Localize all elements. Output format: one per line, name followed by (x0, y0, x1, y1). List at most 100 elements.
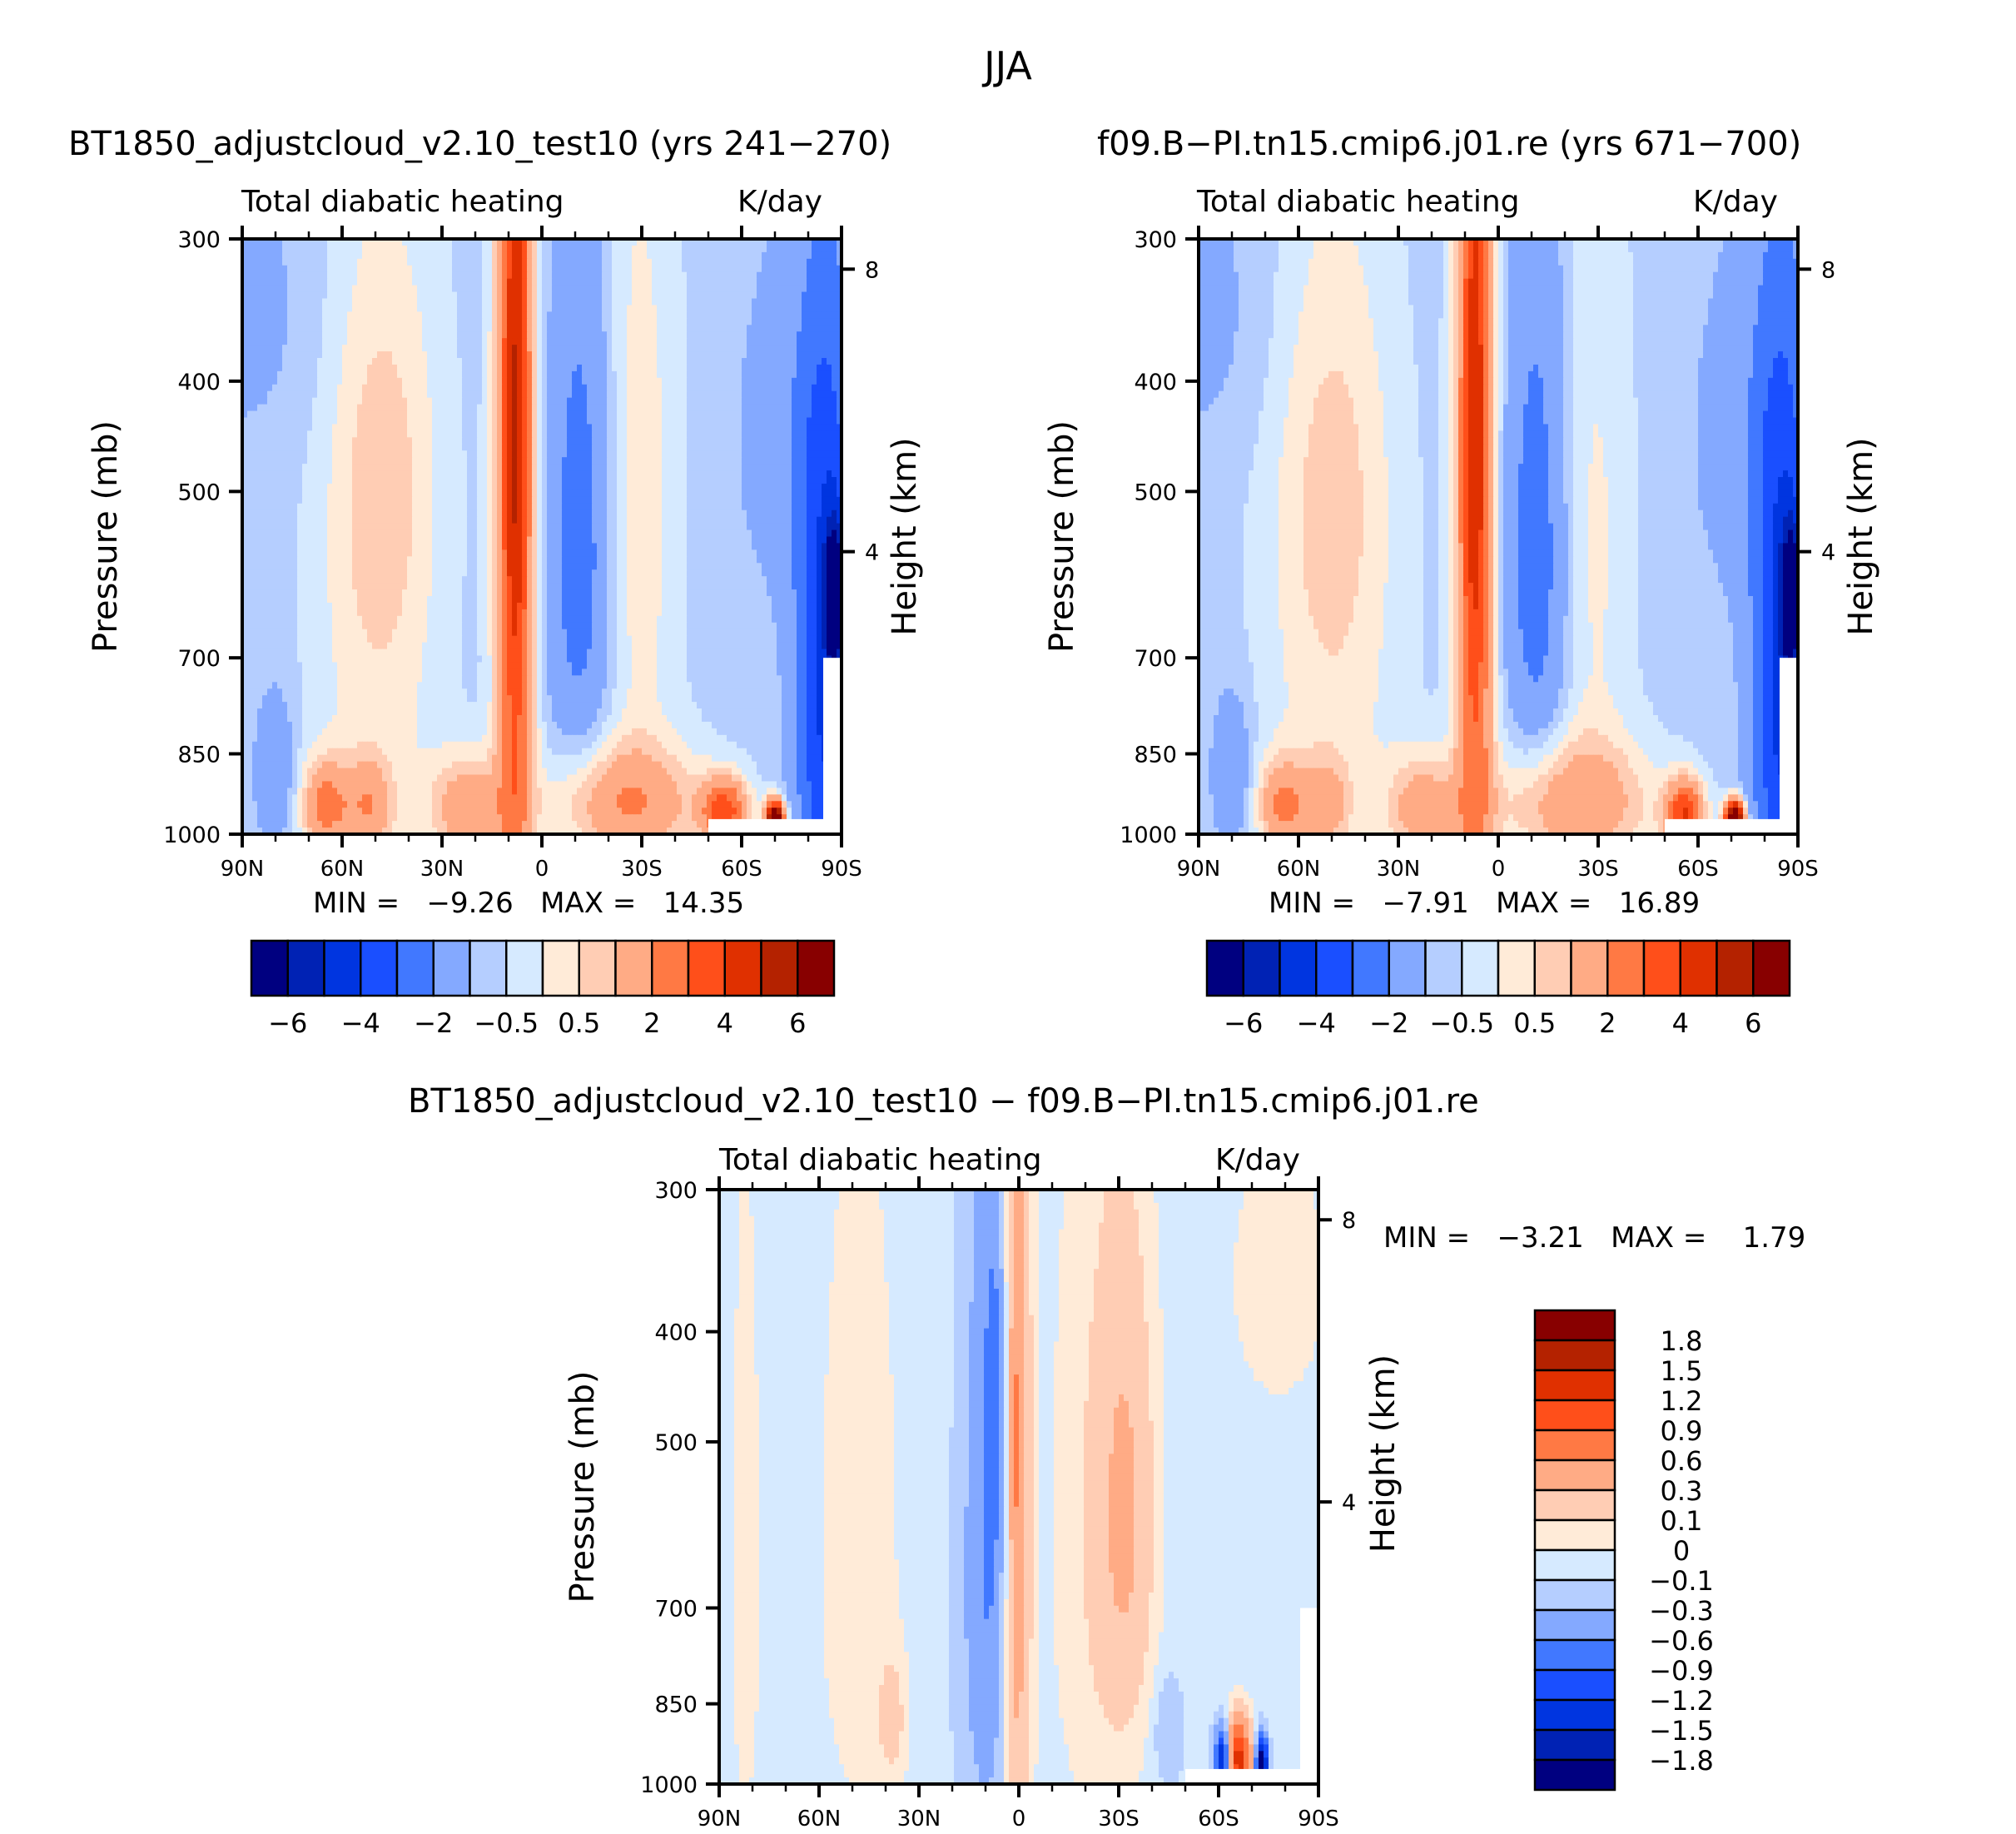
contour-cell (512, 272, 518, 280)
contour-cell (477, 292, 483, 300)
contour-cell (832, 351, 837, 359)
contour-cell (422, 311, 428, 319)
contour-cell (437, 266, 443, 273)
contour-cell (577, 338, 583, 345)
contour-cell (317, 299, 323, 306)
contour-cell (437, 286, 443, 293)
contour-cell (647, 457, 653, 465)
contour-cell (612, 391, 618, 399)
contour-cell (577, 325, 583, 332)
contour-cell (532, 279, 538, 286)
contour-cell (787, 504, 792, 511)
contour-cell (797, 391, 802, 399)
contour-cell (447, 490, 453, 498)
contour-cell (757, 292, 762, 300)
contour-cell (732, 252, 737, 260)
contour-cell (312, 484, 318, 491)
contour-cell (517, 484, 523, 491)
contour-cell (712, 484, 718, 491)
contour-cell (637, 365, 643, 372)
contour-cell (442, 437, 448, 445)
contour-cell (617, 385, 623, 392)
contour-cell (832, 371, 837, 379)
contour-cell (632, 477, 638, 485)
contour-cell (687, 266, 693, 273)
contour-cell (792, 497, 797, 504)
contour-cell (547, 457, 553, 465)
contour-cell (337, 411, 343, 419)
contour-cell (502, 424, 508, 431)
contour-cell (787, 418, 792, 425)
contour-cell (377, 437, 383, 445)
contour-cell (677, 424, 683, 431)
contour-cell (732, 286, 737, 293)
contour-cell (402, 510, 408, 518)
contour-cell (302, 457, 308, 465)
contour-cell (602, 398, 608, 405)
contour-cell (517, 286, 523, 293)
contour-cell (652, 272, 658, 280)
contour-cell (472, 411, 478, 419)
contour-cell (747, 305, 752, 312)
contour-cell (577, 318, 583, 326)
contour-cell (317, 292, 323, 300)
contour-cell (612, 358, 618, 365)
contour-cell (822, 504, 827, 511)
contour-cell (342, 385, 348, 392)
contour-cell (562, 311, 568, 319)
contour-cell (567, 345, 573, 352)
contour-cell (447, 398, 453, 405)
contour-cell (292, 510, 298, 518)
contour-cell (282, 252, 288, 260)
contour-cell (417, 325, 423, 332)
contour-cell (647, 246, 653, 253)
contour-cell (347, 338, 353, 345)
contour-cell (747, 385, 752, 392)
contour-cell (392, 272, 398, 280)
contour-cell (642, 299, 648, 306)
contour-cell (657, 365, 663, 372)
contour-cell (462, 424, 468, 431)
contour-cell (467, 305, 473, 312)
contour-cell (527, 292, 533, 300)
contour-cell (732, 490, 737, 498)
contour-cell (467, 405, 473, 412)
contour-cell (442, 497, 448, 504)
contour-cell (522, 246, 528, 253)
contour-cell (327, 325, 333, 332)
contour-cell (547, 279, 553, 286)
contour-cell (747, 450, 752, 458)
contour-cell (307, 325, 313, 332)
contour-cell (552, 385, 558, 392)
contour-cell (627, 424, 633, 431)
contour-cell (382, 272, 388, 280)
contour-cell (582, 259, 588, 266)
contour-cell (772, 266, 777, 273)
contour-cell (517, 444, 523, 451)
contour-cell (512, 246, 518, 253)
contour-cell (742, 391, 747, 399)
contour-cell (382, 484, 388, 491)
contour-cell (562, 365, 568, 372)
contour-cell (562, 279, 568, 286)
contour-cell (482, 311, 488, 319)
contour-cell (647, 444, 653, 451)
contour-cell (827, 345, 832, 352)
contour-cell (402, 497, 408, 504)
contour-cell (447, 504, 453, 511)
contour-cell (277, 484, 283, 491)
contour-cell (307, 259, 313, 266)
contour-cell (512, 378, 518, 385)
contour-cell (757, 345, 762, 352)
contour-cell (492, 484, 498, 491)
contour-cell (282, 358, 288, 365)
contour-cell (642, 266, 648, 273)
contour-cell (657, 338, 663, 345)
contour-cell (722, 437, 727, 445)
contour-cell (677, 385, 683, 392)
contour-cell (812, 358, 817, 365)
contour-cell (257, 424, 263, 431)
contour-cell (497, 411, 503, 419)
contour-cell (597, 418, 603, 425)
contour-cell (707, 378, 713, 385)
